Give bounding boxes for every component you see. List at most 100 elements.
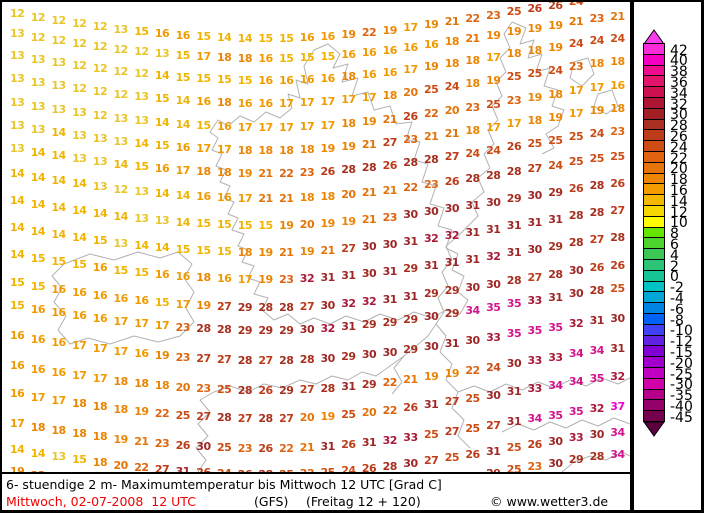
temperature-value: 24 — [486, 360, 501, 374]
temperature-value: 27 — [527, 161, 543, 175]
colorbar-label: -12 — [670, 334, 693, 351]
temperature-value: 15 — [320, 49, 336, 63]
temperature-value: 32 — [610, 369, 625, 383]
temperature-value: 21 — [568, 15, 584, 29]
temperature-value: 14 — [10, 248, 25, 262]
temperature-value: 15 — [217, 218, 232, 232]
temperature-value: 25 — [424, 83, 439, 97]
temperature-value: 16 — [72, 286, 87, 300]
temperature-value: 30 — [568, 287, 584, 301]
temperature-value: 23 — [506, 94, 522, 108]
temperature-value: 18 — [589, 57, 605, 71]
temperature-value: 21 — [134, 435, 149, 449]
temperature-value: 18 — [217, 96, 232, 110]
temperature-value: 27 — [382, 135, 398, 149]
temperature-value: 33 — [486, 330, 501, 344]
temperature-value: 14 — [134, 239, 149, 253]
temperature-value: 14 — [134, 137, 149, 151]
temperature-value: 19 — [589, 104, 605, 118]
temperature-value: 15 — [134, 266, 149, 280]
temperature-value: 18 — [506, 47, 522, 61]
temperature-value: 16 — [258, 73, 273, 87]
colorbar-label: 28 — [670, 118, 688, 135]
temperature-value: 28 — [568, 209, 584, 223]
temperature-value: 15 — [299, 50, 315, 64]
temperature-value: 32 — [424, 232, 439, 246]
temperature-value: 32 — [568, 317, 584, 331]
temperature-value: 12 — [10, 7, 25, 21]
temperature-value: 30 — [486, 277, 501, 291]
frame-border-top — [0, 0, 704, 2]
temperature-value: 27 — [341, 242, 356, 256]
temperature-value: 16 — [361, 68, 377, 82]
temperature-value: 17 — [72, 339, 87, 353]
temperature-value: 18 — [279, 143, 294, 157]
temperature-value: 17 — [506, 117, 522, 131]
temperature-value: 28 — [506, 274, 522, 288]
caption-bar: 6- stuendige 2 m- Maximumtemperatur bis … — [2, 472, 630, 512]
temperature-value: 14 — [51, 148, 66, 162]
temperature-value: 17 — [10, 417, 25, 431]
temperature-value: 17 — [299, 119, 315, 133]
temperature-value: 30 — [568, 264, 584, 278]
temperature-value: 19 — [486, 28, 501, 42]
temperature-value: 24 — [486, 143, 501, 157]
temperature-value: 16 — [258, 51, 273, 65]
temperature-value: 14 — [72, 231, 87, 245]
temperature-value: 16 — [30, 302, 46, 316]
temperature-value: 22 — [382, 403, 398, 417]
temperature-value: 14 — [51, 125, 66, 139]
temperature-value: 16 — [217, 191, 232, 205]
temperature-value: 14 — [10, 194, 25, 208]
temperature-value: 23 — [403, 133, 418, 147]
temperature-value: 30 — [465, 280, 480, 294]
temperature-value: 16 — [72, 309, 87, 323]
temperature-value: 34 — [568, 375, 584, 389]
temperature-value: 28 — [589, 206, 605, 220]
temperature-value: 27 — [424, 454, 439, 468]
temperature-value: 16 — [30, 332, 46, 346]
temperature-value: 34 — [568, 347, 584, 361]
temperature-value: 19 — [548, 40, 563, 54]
temperature-value: 12 — [92, 85, 108, 99]
temperature-value: 13 — [134, 114, 149, 128]
temperature-value: 12 — [113, 42, 129, 56]
temperature-value: 14 — [30, 224, 46, 238]
temperature-value: 35 — [506, 297, 522, 311]
colorbar-label: 14 — [670, 193, 688, 210]
temperature-value: 18 — [134, 377, 149, 391]
temperature-value: 13 — [154, 214, 170, 228]
temperature-value: 25 — [506, 441, 522, 455]
temperature-value: 12 — [113, 87, 129, 101]
temperature-value: 32 — [382, 433, 398, 447]
temperature-value: 13 — [92, 155, 108, 169]
temperature-value: 14 — [10, 221, 25, 235]
temperature-value: 30 — [424, 340, 439, 354]
temperature-value: 14 — [175, 94, 191, 108]
temperature-value: 30 — [424, 310, 439, 324]
temperature-value: 21 — [382, 183, 398, 197]
temperature-value: 16 — [92, 312, 108, 326]
temperature-value: 25 — [217, 383, 232, 397]
temperature-value: 12 — [92, 40, 108, 54]
temperature-value: 15 — [196, 217, 211, 231]
temperature-value: 28 — [258, 300, 273, 314]
temperature-value: 19 — [113, 432, 129, 446]
temperature-value: 21 — [361, 213, 377, 227]
temperature-value: 28 — [341, 163, 356, 177]
temperature-value: 25 — [486, 97, 501, 111]
temperature-value: 20 — [113, 458, 129, 472]
temperature-value: 16 — [10, 359, 25, 373]
colorbar-overflow-bottom-triangle — [643, 421, 665, 437]
temperature-value: 26 — [506, 140, 522, 154]
temperature-value: 12 — [72, 82, 87, 96]
temperature-value: 23 — [568, 60, 584, 74]
temperature-value: 31 — [444, 337, 460, 351]
temperature-value: 16 — [113, 291, 129, 305]
temperature-value: 22 — [31, 469, 46, 472]
temperature-value: 30 — [382, 237, 398, 251]
temperature-value: 18 — [154, 379, 170, 393]
temperature-value: 18 — [610, 54, 625, 68]
temperature-value: 18 — [341, 117, 356, 131]
colorbar-label: 12 — [670, 204, 688, 221]
